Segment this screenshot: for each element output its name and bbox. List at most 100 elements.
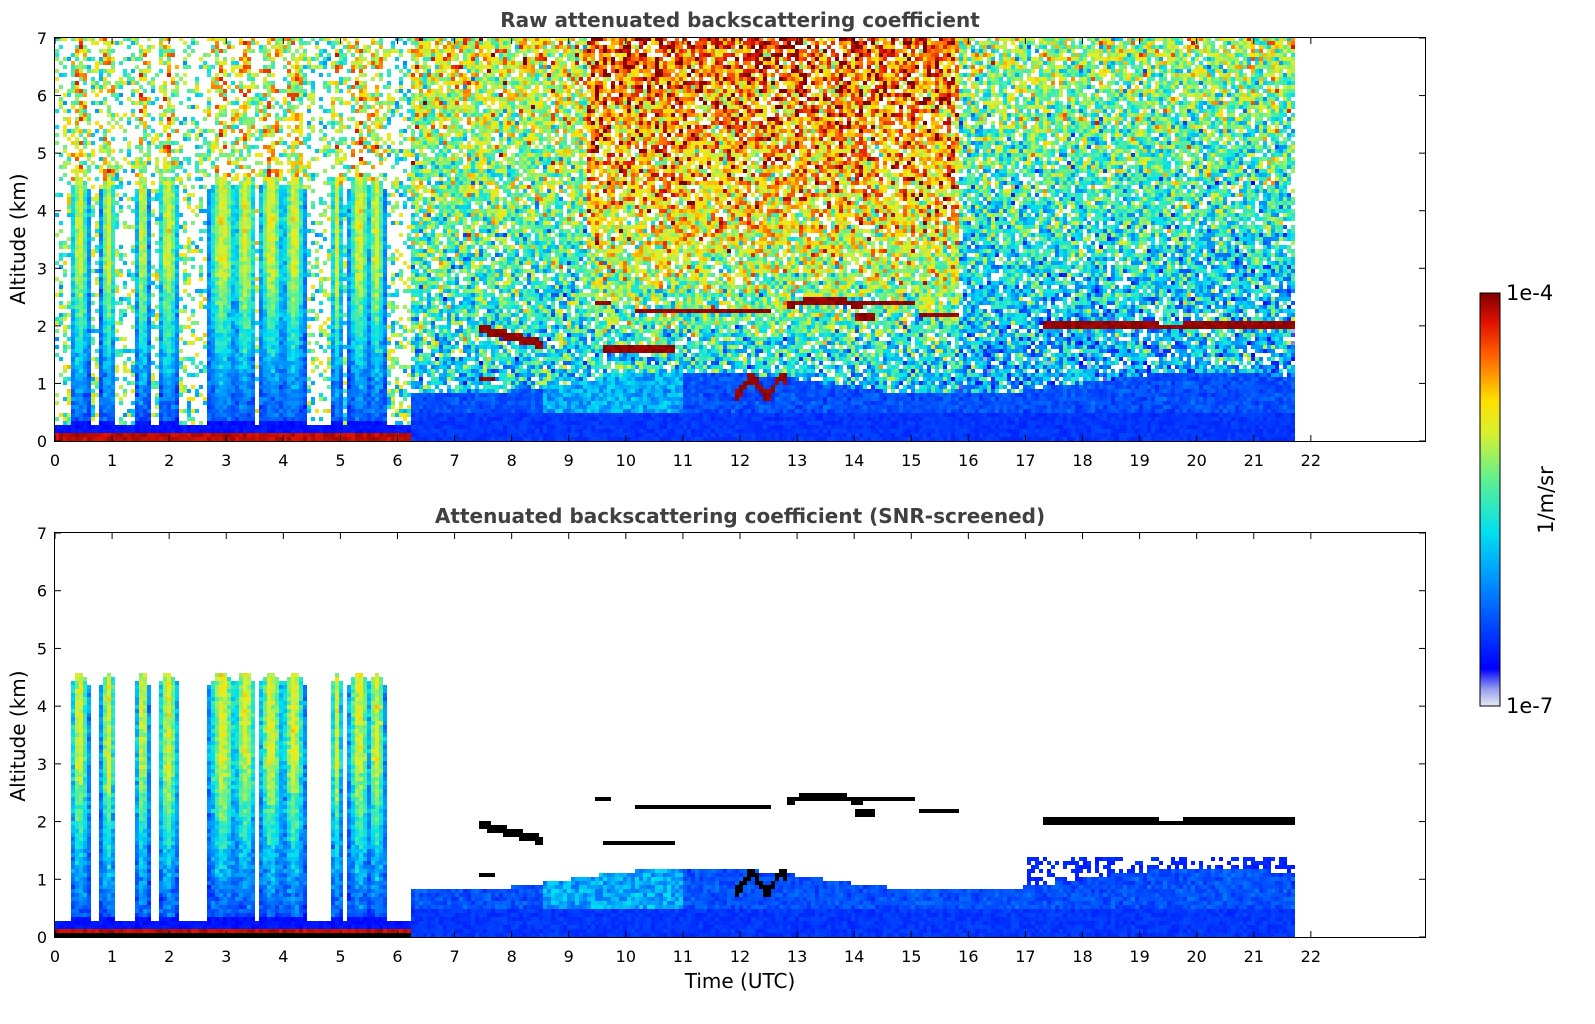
raw-heat-cell (75, 129, 79, 133)
raw-heat-cell (187, 433, 191, 437)
raw-heat-cell (63, 345, 67, 349)
raw-heat-cell (167, 409, 171, 413)
raw-heat-cell (331, 337, 335, 341)
raw-heat-cell (215, 165, 219, 169)
raw-heat-cell (207, 193, 211, 197)
raw-heat-cell (279, 189, 283, 193)
raw-heat-cell (319, 417, 323, 421)
raw-heat-cell (243, 365, 247, 369)
raw-heat-cell (335, 357, 339, 361)
raw-heat-cell (343, 429, 347, 433)
raw-heat-cell (79, 425, 83, 429)
raw-heat-cell (271, 345, 275, 349)
raw-heat-cell (251, 285, 255, 289)
raw-heat-cell (167, 421, 171, 425)
raw-heat-cell (251, 253, 255, 257)
raw-heat-cell (203, 365, 207, 369)
raw-heat-cell (203, 369, 207, 373)
raw-heat-cell (167, 73, 171, 77)
raw-heat-cell (303, 361, 307, 365)
raw-heat-cell (203, 289, 207, 293)
raw-heat-cell (71, 333, 75, 337)
raw-heat-cell (139, 313, 143, 317)
raw-heat-cell (219, 357, 223, 361)
raw-heat-cell (111, 189, 115, 193)
raw-heat-cell (347, 213, 351, 217)
raw-heat-cell (75, 369, 79, 373)
raw-heat-cell (303, 349, 307, 353)
raw-heat-cell (131, 77, 135, 81)
raw-heat-cell (67, 205, 71, 209)
raw-heat-cell (111, 229, 115, 233)
raw-heat-cell (127, 433, 131, 437)
raw-heat-cell (167, 289, 171, 293)
raw-heat-cell (211, 353, 215, 357)
raw-heat-cell (327, 425, 331, 429)
raw-heat-cell (127, 145, 131, 149)
raw-heat-cell (143, 329, 147, 333)
raw-heat-cell (167, 385, 171, 389)
raw-heat-cell (79, 201, 83, 205)
raw-heat-cell (155, 437, 159, 441)
raw-heat-cell (259, 229, 263, 233)
raw-heat-cell (307, 309, 311, 313)
raw-heat-cell (199, 161, 203, 165)
raw-heat-cell (115, 221, 119, 225)
raw-heat-cell (87, 309, 91, 313)
raw-heat-cell (63, 425, 67, 429)
raw-heat-cell (295, 129, 299, 133)
raw-heat-cell (131, 69, 135, 73)
raw-heat-cell (303, 313, 307, 317)
raw-heat-cell (107, 145, 111, 149)
raw-heat-cell (167, 165, 171, 169)
raw-heat-cell (279, 317, 283, 321)
raw-heat-cell (75, 365, 79, 369)
raw-heat-cell (159, 217, 163, 221)
raw-heat-cell (279, 201, 283, 205)
raw-heat-cell (339, 421, 343, 425)
raw-heat-cell (215, 105, 219, 109)
raw-heat-cell (235, 205, 239, 209)
raw-heat-cell (171, 373, 175, 377)
raw-heat-cell (167, 229, 171, 233)
raw-heat-cell (71, 373, 75, 377)
raw-heat-cell (331, 241, 335, 245)
raw-heat-cell (139, 109, 143, 113)
raw-heat-cell (139, 225, 143, 229)
raw-heat-cell (291, 229, 295, 233)
raw-heat-cell (99, 337, 103, 341)
raw-heat-cell (55, 401, 59, 405)
raw-heat-cell (295, 225, 299, 229)
raw-heat-cell (279, 45, 283, 49)
raw-heat-cell (291, 189, 295, 193)
raw-heat-cell (143, 361, 147, 365)
raw-heat-cell (259, 341, 263, 345)
raw-heat-cell (335, 245, 339, 249)
raw-heat-cell (335, 141, 339, 145)
raw-heat-cell (167, 305, 171, 309)
raw-heat-cell (115, 329, 119, 333)
raw-heat-cell (267, 413, 271, 417)
raw-heat-cell (227, 73, 231, 77)
raw-heat-cell (163, 317, 167, 321)
raw-heat-cell (331, 257, 335, 261)
raw-heat-cell (283, 373, 287, 377)
raw-heat-cell (171, 437, 175, 441)
raw-heat-cell (323, 201, 327, 205)
raw-heat-cell (139, 349, 143, 353)
raw-heat-cell (263, 205, 267, 209)
raw-heat-cell (59, 281, 63, 285)
raw-heat-cell (215, 437, 219, 441)
raw-heat-cell (91, 237, 95, 241)
raw-heat-cell (167, 325, 171, 329)
raw-heat-cell (251, 413, 255, 417)
raw-heat-cell (299, 281, 303, 285)
raw-heat-cell (163, 321, 167, 325)
raw-heat-cell (79, 281, 83, 285)
raw-heat-cell (171, 293, 175, 297)
raw-heat-cell (239, 253, 243, 257)
raw-heat-cell (67, 157, 71, 161)
raw-heat-cell (311, 309, 315, 313)
raw-heat-cell (171, 113, 175, 117)
raw-heat-cell (259, 137, 263, 141)
